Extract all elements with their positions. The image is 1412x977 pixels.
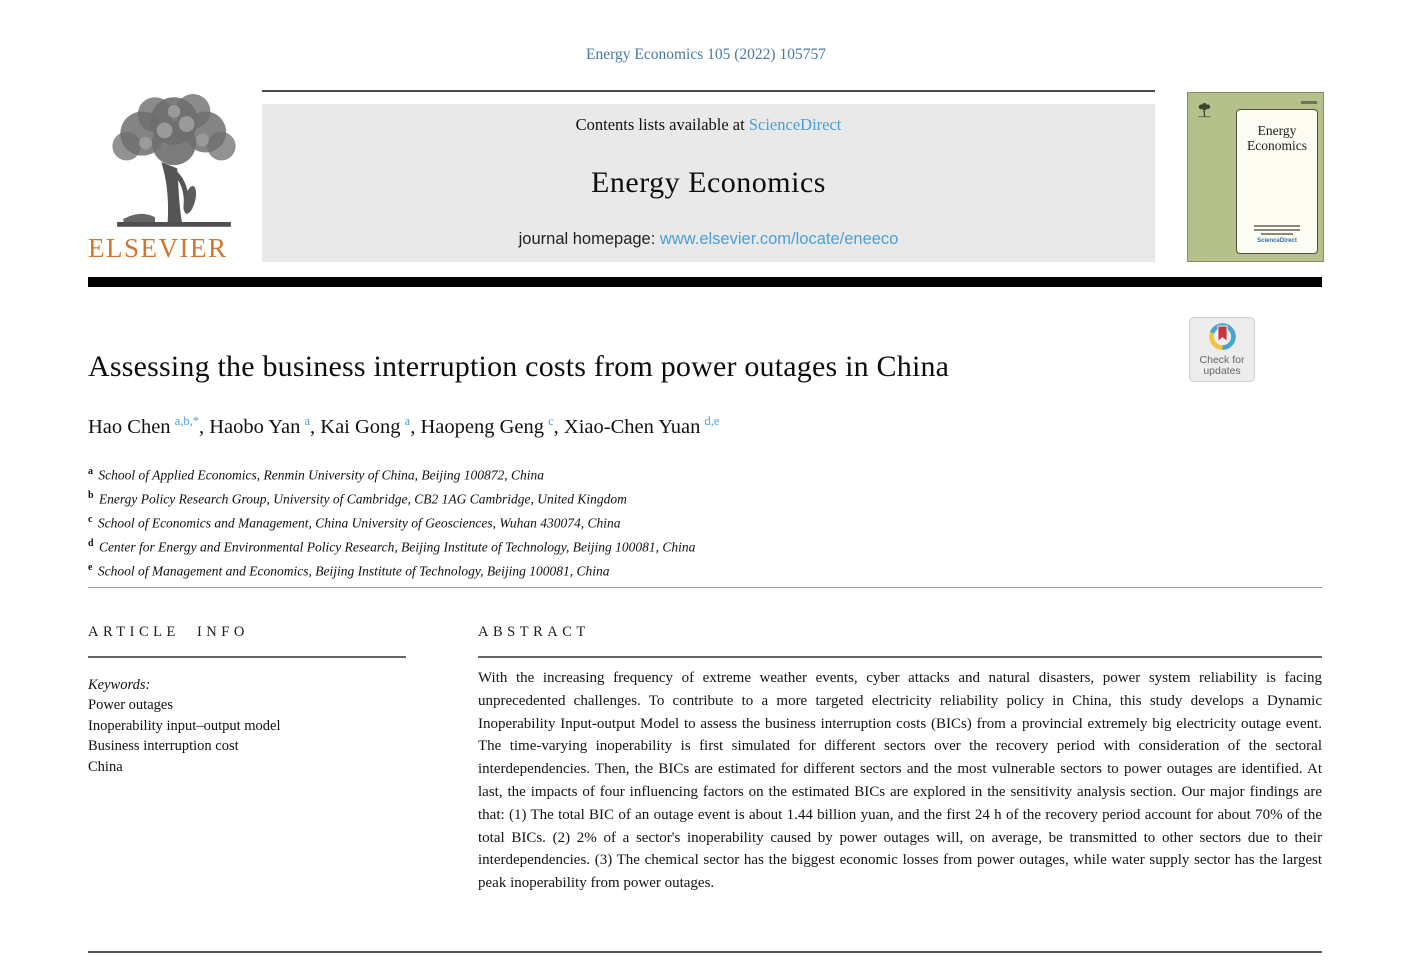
sciencedirect-link[interactable]: ScienceDirect — [748, 115, 842, 134]
author-affiliation-sup: a — [304, 414, 311, 428]
elsevier-wordmark: ELSEVIER — [88, 233, 228, 263]
crossmark-icon — [1208, 323, 1236, 350]
cover-footer-line — [1254, 225, 1300, 227]
journal-citation-link[interactable]: Energy Economics 105 (2022) 105757 — [586, 46, 826, 63]
elsevier-logo[interactable]: ELSEVIER — [88, 92, 260, 264]
article-title: Assessing the business interruption cost… — [88, 350, 950, 383]
homepage-label: journal homepage: — [518, 230, 656, 248]
header-divider-bar — [88, 277, 1322, 287]
contents-line-text: Contents lists available at — [575, 115, 745, 134]
journal-banner-title: Energy Economics — [591, 165, 826, 199]
keywords-label: Keywords: — [88, 677, 151, 693]
abstract-rule — [478, 656, 1322, 658]
author-affiliation-sup: c — [548, 414, 554, 428]
keywords-block: Keywords: Power outages Inoperability inp… — [88, 675, 418, 777]
affiliation-line: e School of Management and Economics, Be… — [88, 562, 610, 579]
journal-banner: Contents lists available at ScienceDirec… — [262, 104, 1155, 262]
abstract-text: With the increasing frequency of extreme… — [478, 670, 1322, 892]
author-affiliation-sup: a — [404, 414, 411, 428]
article-info-heading: ARTICLE INFO — [88, 624, 249, 640]
affiliation-list: a School of Applied Economics, Renmin Un… — [88, 462, 1288, 582]
affiliation-line: a School of Applied Economics, Renmin Un… — [88, 466, 544, 483]
author-name: Hao Chen a,b,* — [88, 414, 199, 438]
keyword-list: Power outages Inoperability input–output … — [88, 695, 418, 777]
homepage-line: journal homepage: www.elsevier.com/locat… — [519, 230, 899, 249]
cover-inner-panel: Energy Economics ScienceDirect — [1236, 109, 1318, 254]
author-name: Haopeng Geng c — [420, 414, 554, 438]
author-name: Kai Gong a — [320, 414, 411, 438]
author-list: Hao Chen a,b,*, Haobo Yan a, Kai Gong a,… — [88, 414, 720, 438]
cover-footer-line — [1261, 233, 1293, 235]
badge-text: Check for updates — [1199, 354, 1245, 377]
cover-journal-title: Energy Economics — [1247, 123, 1307, 153]
affiliation-sup: b — [88, 490, 94, 502]
contents-line: Contents lists available at ScienceDirec… — [576, 115, 842, 135]
author-affiliation-sup: d,e — [704, 414, 720, 428]
homepage-url-link[interactable]: www.elsevier.com/locate/eneeco — [659, 230, 899, 248]
author-affiliation-sup: a,b,* — [174, 414, 199, 428]
elsevier-mini-logo-icon — [1198, 103, 1211, 118]
affiliation-sup: d — [88, 538, 94, 550]
page-bottom-rule — [88, 951, 1322, 953]
check-for-updates-badge[interactable]: Check for updates — [1189, 317, 1255, 382]
affiliation-sup: a — [88, 466, 93, 477]
affiliation-line: b Energy Policy Research Group, Universi… — [88, 490, 627, 507]
affiliation-line: d Center for Energy and Environmental Po… — [88, 538, 696, 555]
elsevier-tree-icon — [112, 94, 236, 227]
cover-footer: ScienceDirect — [1237, 225, 1317, 244]
article-info-rule — [88, 656, 406, 658]
affiliation-sup: e — [88, 562, 93, 574]
cover-issue-text — [1301, 101, 1317, 104]
section-divider-rule — [88, 587, 1322, 588]
keyword-item: Inoperability input–output model — [88, 717, 281, 734]
author-name: Haobo Yan a — [209, 414, 311, 438]
cover-sciencedirect-label: ScienceDirect — [1257, 238, 1297, 244]
banner-top-rule — [262, 90, 1155, 92]
cover-footer-line — [1254, 229, 1300, 231]
keyword-item: China — [88, 758, 123, 775]
keyword-item: Power outages — [88, 697, 173, 714]
keyword-item: Business interruption cost — [88, 738, 239, 755]
affiliation-line: c School of Economics and Management, Ch… — [88, 514, 621, 531]
journal-cover-thumbnail[interactable]: Energy Economics ScienceDirect — [1187, 92, 1324, 262]
affiliation-sup: c — [88, 514, 93, 526]
author-name: Xiao-Chen Yuan d,e — [563, 414, 720, 438]
abstract-heading: ABSTRACT — [478, 624, 590, 640]
